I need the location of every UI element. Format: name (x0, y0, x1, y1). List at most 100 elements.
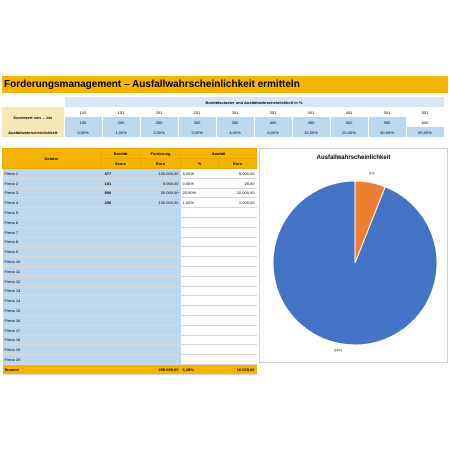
score-cell[interactable] (100, 266, 141, 277)
ausfall-euro-cell[interactable] (218, 344, 257, 356)
ausfall-euro-cell[interactable] (218, 286, 257, 297)
ausfall-pct-cell[interactable] (180, 276, 219, 287)
pie-chart[interactable]: Ausfallwahrscheinlichkeit 94% 6% (259, 148, 448, 363)
ausfall-euro-cell[interactable] (218, 276, 257, 287)
score-from-cell[interactable]: 351 (254, 107, 293, 117)
debtor-name-cell[interactable]: Firma 20 (2, 354, 101, 365)
score-from-cell[interactable]: 551 (406, 107, 445, 117)
ausfall-euro-cell[interactable] (218, 256, 257, 267)
ausfall-euro-cell[interactable] (218, 295, 257, 307)
score-to-cell[interactable]: 550 (368, 117, 407, 127)
score-cell[interactable] (100, 344, 141, 356)
ausfall-euro-cell[interactable] (218, 315, 257, 326)
ausfall-euro-cell[interactable] (218, 207, 257, 218)
ausfall-euro-cell[interactable]: 25,00 (218, 178, 257, 189)
debtor-name-cell[interactable]: Firma 18 (2, 335, 101, 346)
debtor-name-cell[interactable]: Firma 7 (2, 227, 101, 238)
score-to-cell[interactable]: 600 (406, 117, 445, 127)
score-cell[interactable]: 377 (100, 168, 141, 179)
ausfall-pct-cell[interactable]: 20,00% (180, 188, 219, 199)
ausfall-euro-cell[interactable] (218, 325, 257, 336)
forderung-cell[interactable] (140, 354, 181, 365)
debtor-name-cell[interactable]: Firma 13 (2, 286, 101, 297)
pd-cell[interactable]: 10,00% (292, 127, 331, 137)
ausfall-euro-cell[interactable] (218, 227, 257, 238)
score-cell[interactable] (100, 354, 141, 365)
pd-cell[interactable]: 4,00% (216, 127, 255, 137)
ausfall-euro-cell[interactable]: 10.000,00 (218, 188, 257, 199)
debtor-name-cell[interactable]: Firma 11 (2, 266, 101, 277)
debtor-name-cell[interactable]: Firma 3 (2, 188, 101, 199)
ausfall-euro-cell[interactable] (218, 266, 257, 277)
score-cell[interactable] (100, 315, 141, 326)
score-cell[interactable]: 500 (100, 188, 141, 199)
pd-cell[interactable]: 3,00% (178, 127, 217, 137)
score-from-cell[interactable]: 501 (368, 107, 407, 117)
score-to-cell[interactable]: 450 (292, 117, 331, 127)
score-from-cell[interactable]: 201 (140, 107, 179, 117)
ausfall-pct-cell[interactable]: 0,50% (180, 178, 219, 189)
score-from-cell[interactable]: 401 (292, 107, 331, 117)
forderung-cell[interactable] (140, 276, 181, 287)
score-cell[interactable] (100, 286, 141, 297)
ausfall-pct-cell[interactable] (180, 295, 219, 307)
debtor-name-cell[interactable]: Firma 19 (2, 344, 101, 356)
debtor-name-cell[interactable]: Firma 2 (2, 178, 101, 189)
debtor-name-cell[interactable]: Firma 15 (2, 305, 101, 316)
forderung-cell[interactable] (140, 315, 181, 326)
pd-cell[interactable]: 1,00% (102, 127, 141, 137)
forderung-cell[interactable] (140, 344, 181, 356)
forderung-cell[interactable] (140, 207, 181, 218)
debtor-name-cell[interactable]: Firma 4 (2, 197, 101, 209)
score-to-cell[interactable]: 500 (330, 117, 369, 127)
ausfall-pct-cell[interactable] (180, 286, 219, 297)
ausfall-pct-cell[interactable] (180, 335, 219, 346)
ausfall-pct-cell[interactable] (180, 256, 219, 267)
forderung-cell[interactable] (140, 227, 181, 238)
score-cell[interactable] (100, 246, 141, 258)
score-cell[interactable] (100, 227, 141, 238)
forderung-cell[interactable] (140, 217, 181, 228)
debtor-name-cell[interactable]: Firma 17 (2, 325, 101, 336)
score-to-cell[interactable]: 400 (254, 117, 293, 127)
forderung-cell[interactable] (140, 266, 181, 277)
score-from-cell[interactable]: 451 (330, 107, 369, 117)
forderung-cell[interactable]: 50.000,00 (140, 188, 181, 199)
ausfall-pct-cell[interactable] (180, 315, 219, 326)
score-cell[interactable] (100, 207, 141, 218)
ausfall-euro-cell[interactable] (218, 305, 257, 316)
score-from-cell[interactable]: 301 (216, 107, 255, 117)
score-from-cell[interactable]: 151 (102, 107, 141, 117)
ausfall-euro-cell[interactable] (218, 217, 257, 228)
pd-cell[interactable]: 5,00% (254, 127, 293, 137)
pd-cell[interactable]: 0,50% (64, 127, 103, 137)
score-cell[interactable]: 101 (100, 178, 141, 189)
forderung-cell[interactable] (140, 305, 181, 316)
score-cell[interactable] (100, 276, 141, 287)
score-to-cell[interactable]: 200 (102, 117, 141, 127)
forderung-cell[interactable] (140, 286, 181, 297)
ausfall-pct-cell[interactable]: 1,00% (180, 197, 219, 209)
forderung-cell[interactable]: 100.000,00 (140, 168, 181, 179)
score-cell[interactable] (100, 295, 141, 307)
forderung-cell[interactable] (140, 256, 181, 267)
ausfall-pct-cell[interactable] (180, 237, 219, 248)
forderung-cell[interactable]: 5.000,00 (140, 178, 181, 189)
ausfall-pct-cell[interactable] (180, 344, 219, 356)
ausfall-pct-cell[interactable] (180, 325, 219, 336)
pd-cell[interactable]: 50,00% (368, 127, 407, 137)
score-cell[interactable] (100, 217, 141, 228)
score-to-cell[interactable]: 300 (178, 117, 217, 127)
ausfall-pct-cell[interactable]: 5,00% (180, 168, 219, 179)
score-cell[interactable] (100, 325, 141, 336)
forderung-cell[interactable] (140, 325, 181, 336)
debtor-name-cell[interactable]: Firma 14 (2, 295, 101, 307)
score-cell[interactable] (100, 256, 141, 267)
score-cell[interactable] (100, 237, 141, 248)
pie-slice[interactable] (272, 180, 438, 346)
ausfall-pct-cell[interactable] (180, 227, 219, 238)
debtor-name-cell[interactable]: Firma 6 (2, 217, 101, 228)
ausfall-pct-cell[interactable] (180, 207, 219, 218)
debtor-name-cell[interactable]: Firma 10 (2, 256, 101, 267)
ausfall-euro-cell[interactable] (218, 237, 257, 248)
